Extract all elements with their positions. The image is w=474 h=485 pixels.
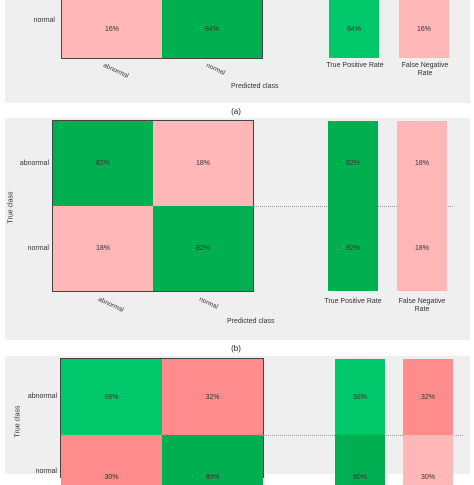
row-label-c-abnormal: abnormal xyxy=(27,393,57,400)
col-label-b-abnormal: abnormal xyxy=(97,296,125,314)
matrix-frame-a xyxy=(61,0,263,59)
cell-b-normal-abnormal: 18% xyxy=(53,206,153,291)
cell-c-normal-abnormal: 30% xyxy=(61,435,162,485)
tpr-c-0: 68% xyxy=(335,359,385,435)
fnr-label-a: False Negative Rate xyxy=(401,62,449,77)
ylabel-b: True class xyxy=(7,191,15,224)
col-label-a-abnormal: abnormal xyxy=(102,62,130,80)
col-label-a-normal: normal xyxy=(205,62,227,77)
tpr-a-0: 84% xyxy=(329,0,379,58)
ylabel-c: True class xyxy=(14,405,22,438)
fnr-b-1: 18% xyxy=(397,206,447,291)
row-label-b-abnormal: abnormal xyxy=(19,160,49,167)
cell-c-abnormal-normal: 32% xyxy=(162,359,263,435)
fnr-a-0: 16% xyxy=(399,0,449,58)
caption-b: (b) xyxy=(231,344,241,353)
col-label-b-normal: normal xyxy=(198,296,220,311)
cell-a-normal-normal: 84% xyxy=(162,0,262,58)
panel-b: 82% 18% 18% 82% abnormal normal True cla… xyxy=(5,118,470,340)
fnr-label-b: False Negative Rate xyxy=(398,298,446,313)
tpr-c-1: 80% xyxy=(335,435,385,485)
xlabel-a: Predicted class xyxy=(231,83,279,90)
tpr-label-b: True Positive Rate xyxy=(324,298,382,305)
panel-c: 68% 32% 30% 80% abnormal normal True cla… xyxy=(5,356,470,485)
row-label-c-normal: normal xyxy=(35,468,57,475)
cell-c-normal-normal: 80% xyxy=(162,435,263,485)
row-label-b-normal: normal xyxy=(27,245,49,252)
tpr-label-a: True Positive Rate xyxy=(326,62,384,69)
cell-b-abnormal-abnormal: 82% xyxy=(53,121,153,206)
fnr-c-1: 30% xyxy=(403,435,453,485)
cell-a-normal-abnormal: 16% xyxy=(62,0,162,58)
fnr-b-0: 18% xyxy=(397,121,447,206)
cell-c-abnormal-abnormal: 68% xyxy=(61,359,162,435)
tpr-b-0: 82% xyxy=(328,121,378,206)
xlabel-b: Predicted class xyxy=(227,318,275,325)
cell-b-abnormal-normal: 18% xyxy=(153,121,253,206)
cell-b-normal-normal: 82% xyxy=(153,206,253,291)
fnr-c-0: 32% xyxy=(403,359,453,435)
panel-a: 16% 84% normal abnormal normal Predicted… xyxy=(5,0,470,103)
row-label-a-normal: normal xyxy=(33,17,55,24)
caption-a: (a) xyxy=(231,107,241,116)
tpr-b-1: 82% xyxy=(328,206,378,291)
